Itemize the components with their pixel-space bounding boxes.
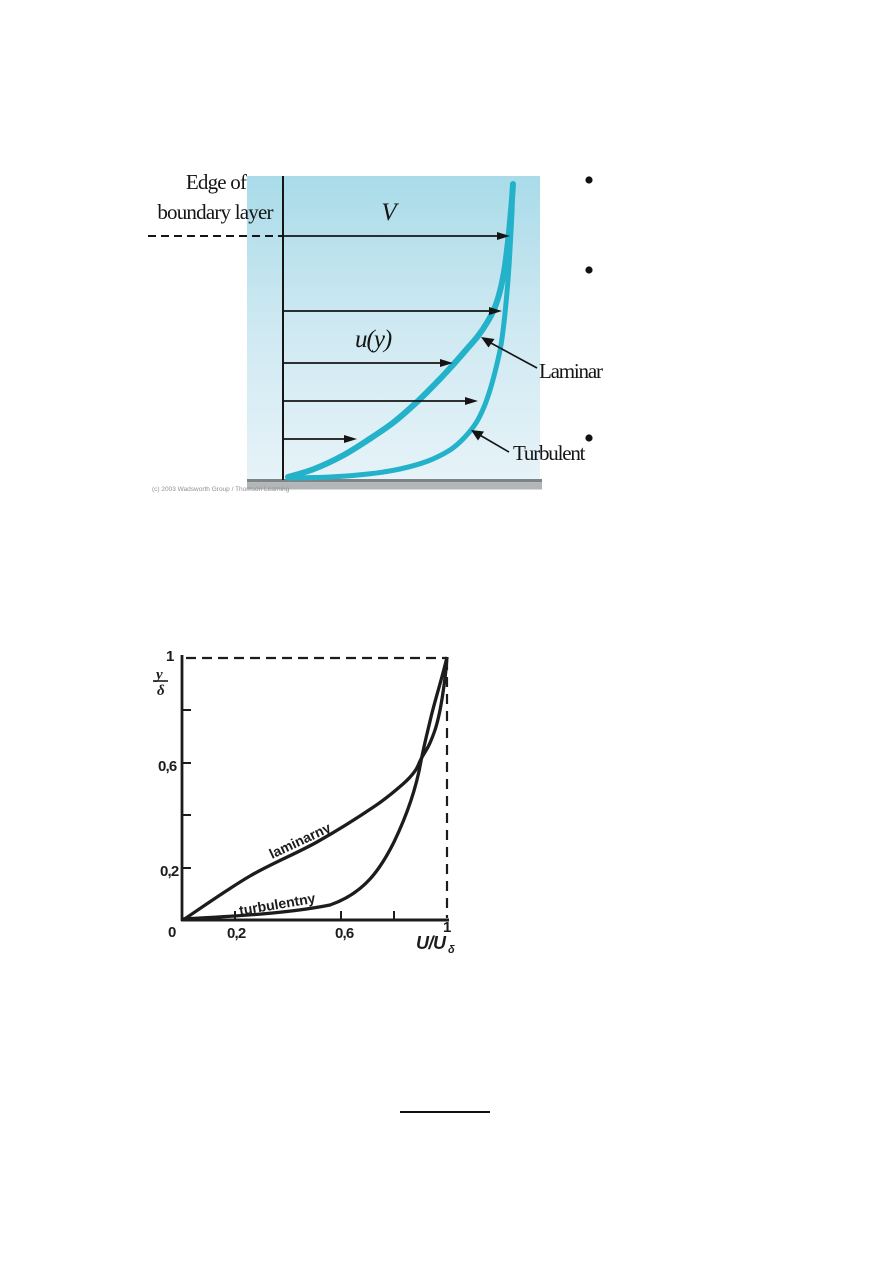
svg-text:δ: δ (448, 944, 455, 956)
svg-text:Turbulent: Turbulent (513, 441, 586, 465)
svg-text:Laminar: Laminar (539, 359, 603, 383)
svg-text:0,2: 0,2 (227, 925, 246, 942)
svg-text:0: 0 (168, 924, 176, 941)
svg-text:laminarny: laminarny (267, 819, 334, 862)
svg-text:boundary layer: boundary layer (157, 200, 273, 224)
svg-text:u(y): u(y) (355, 326, 392, 353)
svg-text:δ: δ (157, 683, 165, 699)
svg-text:0,6: 0,6 (335, 925, 354, 942)
svg-text:Edge of: Edge of (186, 170, 247, 194)
svg-text:1: 1 (166, 648, 174, 665)
svg-text:(c) 2003 Wadsworth Group / Tho: (c) 2003 Wadsworth Group / Thomson Learn… (152, 486, 290, 493)
svg-text:U/U: U/U (416, 933, 447, 953)
svg-text:V: V (381, 199, 399, 226)
svg-text:0,6: 0,6 (158, 758, 177, 775)
svg-text:0,2: 0,2 (160, 863, 179, 880)
svg-text:y: y (154, 667, 163, 683)
svg-text:1: 1 (443, 919, 451, 936)
